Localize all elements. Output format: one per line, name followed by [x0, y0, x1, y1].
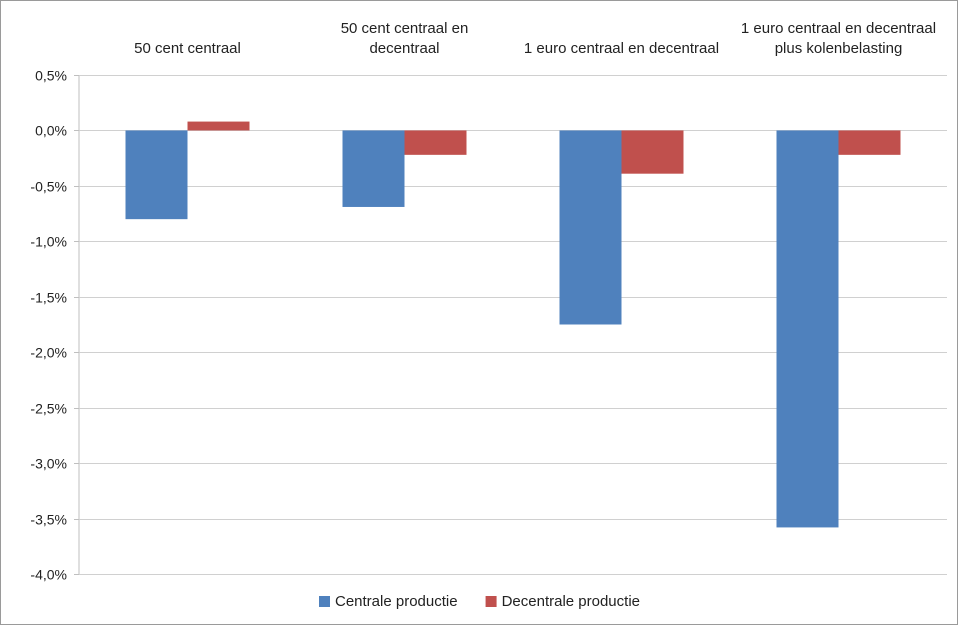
legend: Centrale productie Decentrale productie — [319, 593, 640, 610]
y-tick-label: -2,0% — [30, 345, 67, 361]
category-label: 1 euro centraal en decentraal — [524, 40, 719, 57]
y-tick-label: -1,0% — [30, 234, 67, 250]
bar-decentrale-1 — [187, 121, 250, 131]
legend-swatch-centrale — [319, 596, 330, 607]
bar-decentrale-3 — [621, 130, 684, 174]
y-tick-label: -3,5% — [30, 512, 67, 528]
y-tick-label: 0,0% — [35, 123, 67, 139]
bar-centrale-2 — [342, 130, 405, 207]
category-label: 50 cent centraal en — [341, 20, 469, 37]
legend-label-centrale: Centrale productie — [335, 593, 458, 610]
category-label: 50 cent centraal — [134, 40, 241, 57]
y-tick-label: 0,5% — [35, 68, 67, 84]
category-label: 1 euro centraal en decentraal — [741, 20, 936, 37]
category-labels: 50 cent centraal 50 cent centraal en decen… — [134, 20, 936, 57]
bar-decentrale-4 — [838, 130, 901, 155]
category-label: decentraal — [369, 40, 439, 57]
y-tick-label: -4,0% — [30, 567, 67, 583]
bar-decentrale-2 — [404, 130, 467, 155]
y-tick-label: -2,5% — [30, 401, 67, 417]
y-axis-ticks: 0,5% 0,0% -0,5% -1,0% -1,5% -2,0% -2,5% -3,0% -3… — [30, 68, 67, 583]
bar-centrale-1 — [125, 130, 188, 220]
category-label: plus kolenbelasting — [775, 40, 903, 57]
bar-centrale-4 — [776, 130, 839, 528]
y-tick-label: -3,0% — [30, 456, 67, 472]
y-tick-label: -1,5% — [30, 290, 67, 306]
y-tick-label: -0,5% — [30, 179, 67, 195]
bars — [125, 121, 901, 528]
legend-label-decentrale: Decentrale productie — [502, 593, 640, 610]
bar-centrale-3 — [559, 130, 622, 325]
legend-swatch-decentrale — [485, 596, 497, 607]
